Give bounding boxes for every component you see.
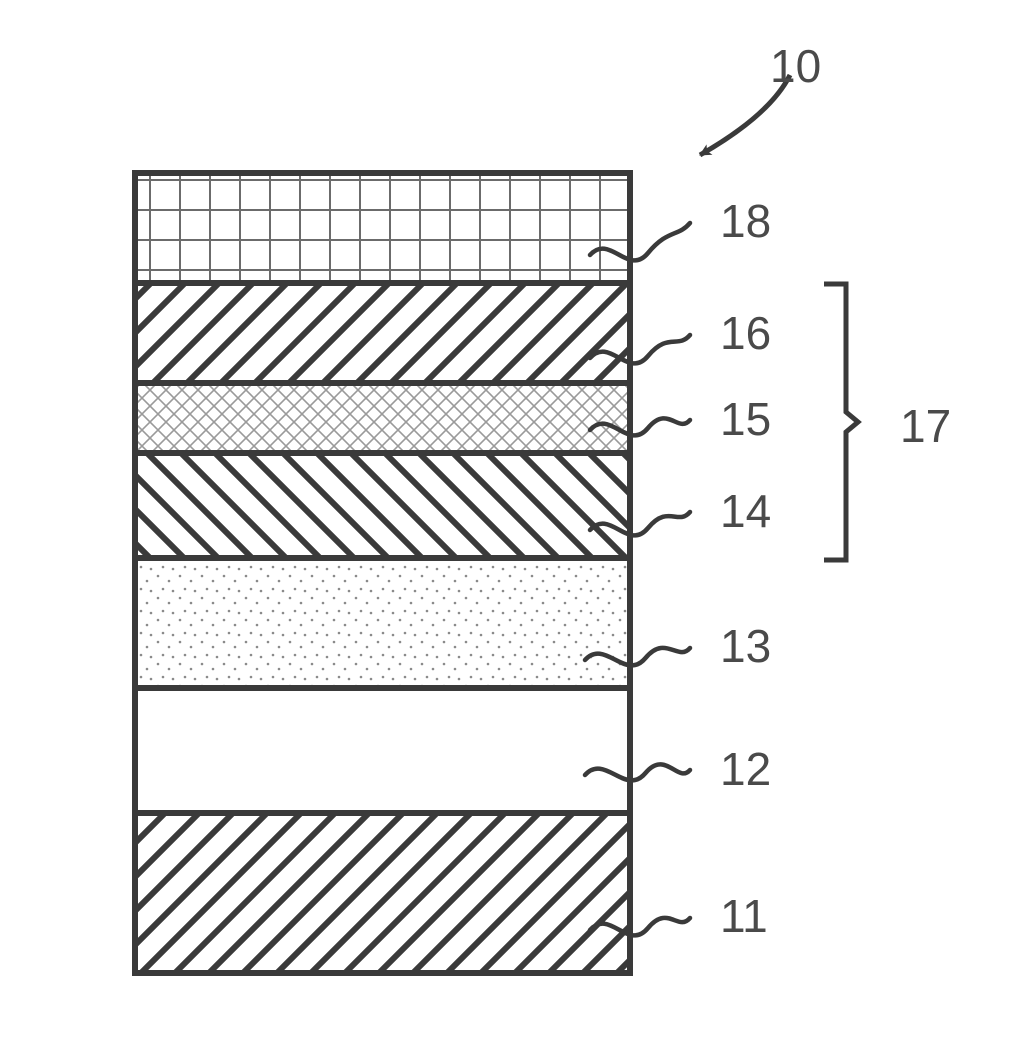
layer-15 <box>135 383 630 453</box>
label-16: 16 <box>720 307 771 359</box>
layer-16 <box>135 283 630 383</box>
label-assembly: 10 <box>770 40 821 92</box>
label-18: 18 <box>720 195 771 247</box>
layer-18 <box>135 173 630 283</box>
diagram-svg: 18 16 15 14 13 12 11 10 17 <box>0 0 1020 1053</box>
label-13: 13 <box>720 620 771 672</box>
label-group: 17 <box>900 400 951 452</box>
label-12: 12 <box>720 743 771 795</box>
label-11: 11 <box>720 890 768 942</box>
label-15: 15 <box>720 393 771 445</box>
layer-13 <box>135 558 630 688</box>
layer-12 <box>135 688 630 813</box>
diagram-stage: 18 16 15 14 13 12 11 10 17 <box>0 0 1020 1053</box>
layer-14 <box>135 453 630 558</box>
layer-11 <box>135 813 630 973</box>
label-14: 14 <box>720 485 771 537</box>
